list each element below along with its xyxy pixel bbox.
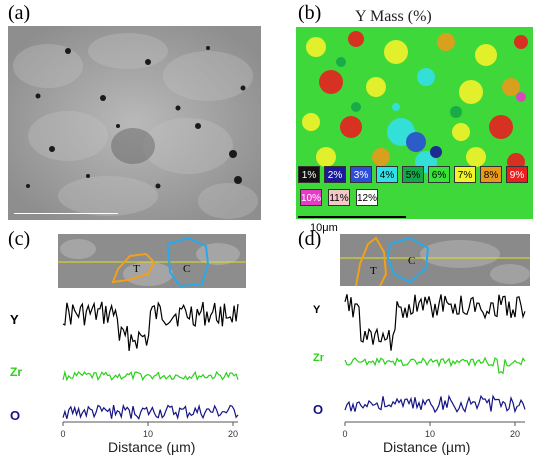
legend-swatch: 3% [350,166,372,183]
panel-label-d: (d) [298,228,322,250]
trace-label-o-c: O [10,408,21,423]
trace-line-zr [344,356,526,375]
trace-label-zr-c: Zr [10,365,22,379]
strip-label-t-d: T [370,265,377,277]
linescan-strip-d: T C [340,234,530,286]
panel-label-c: (c) [8,228,31,250]
trace-label-o-d: O [313,402,324,417]
legend-swatch: 4% [376,166,398,183]
trace-label-y-c: Y [10,312,19,327]
strip-label-c-d: C [408,255,415,267]
legend-swatch: 9% [506,166,528,183]
trace-line-o [344,394,526,414]
trace-line-o [62,403,239,421]
legend-swatch: 11% [328,189,350,206]
trace-label-zr-d: Zr [313,352,324,364]
linescan-strip-c: T C [58,234,246,288]
y-mass-map [296,27,533,219]
scalebar-label: 10μm [310,222,338,234]
x-tick-label: 0 [342,429,347,439]
strip-image-c: T C [58,234,246,288]
x-tick-label: 20 [228,429,238,439]
map-title: Y Mass (%) [355,8,432,25]
x-tick-label: 10 [143,429,153,439]
x-axis-title-d: Distance (µm) [383,439,471,455]
x-axis-title-c: Distance (µm) [108,439,196,455]
panel-label-a: (a) [8,2,31,24]
sem-texture [8,26,261,220]
legend-swatch: 5% [402,166,424,183]
trace-line-y [344,294,526,351]
legend-swatch: 6% [428,166,450,183]
legend-swatch: 7% [454,166,476,183]
strip-label-c-c: C [183,263,190,275]
strip-image-d: T C [340,234,530,286]
legend-swatch: 10% [300,189,322,206]
scalebar-line [298,216,406,218]
legend-swatch: 8% [480,166,502,183]
x-tick-label: 20 [510,429,520,439]
legend-swatch: 12% [356,189,378,206]
legend-swatch: 2% [324,166,346,183]
legend-swatch: 1% [298,166,320,183]
panel-label-b: (b) [298,2,322,24]
x-tick-label: 10 [425,429,435,439]
sem-micrograph [8,26,261,220]
strip-label-t-c: T [133,263,140,275]
trace-line-zr [62,369,239,382]
trace-line-y [62,301,239,351]
linescan-plot-c: 0 10 20 [60,301,239,439]
y-mass-heatmap [296,27,533,219]
linescan-plot-d: 0 10 20 [342,294,526,439]
trace-label-y-d: Y [313,304,321,316]
x-tick-label: 0 [60,429,65,439]
